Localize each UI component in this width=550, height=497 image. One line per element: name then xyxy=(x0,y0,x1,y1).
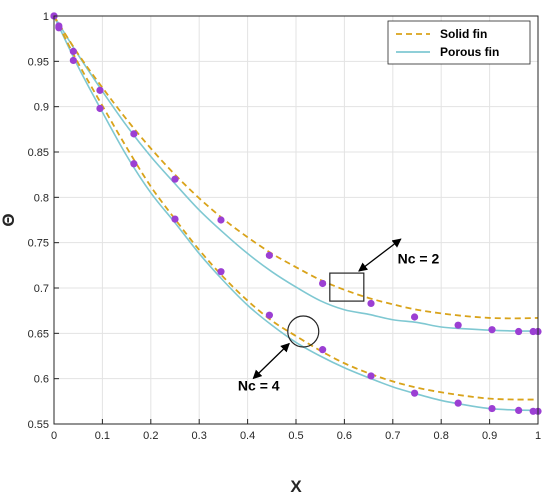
y-tick-label: 0.7 xyxy=(34,283,49,295)
series-line-solid-fin-nc4 xyxy=(53,15,539,401)
annotation-arrow-nc4 xyxy=(252,342,290,380)
x-tick-label: 0.3 xyxy=(192,430,207,442)
y-tick-label: 1 xyxy=(43,11,49,23)
data-point xyxy=(217,216,225,224)
y-tick-label: 0.65 xyxy=(28,328,49,340)
x-axis-label: X xyxy=(290,477,302,496)
data-point xyxy=(367,299,375,308)
x-tick-label: 0.6 xyxy=(337,430,352,442)
annotation-label-nc2: Nc = 2 xyxy=(398,251,440,267)
x-tick-label: 0.2 xyxy=(143,430,158,442)
data-point xyxy=(171,175,179,183)
legend-box xyxy=(387,20,531,65)
annotations: Nc = 2 Nc = 4 xyxy=(238,238,440,393)
data-point xyxy=(69,56,77,65)
x-tick-label: 0 xyxy=(51,430,57,442)
data-point xyxy=(515,327,523,336)
tick-marks xyxy=(53,15,539,425)
annotation-label-nc4: Nc = 4 xyxy=(238,377,280,393)
data-point xyxy=(367,372,375,380)
x-tick-labels: 0 0.1 0.2 0.3 0.4 0.5 0.6 0.7 0.8 0.9 1 xyxy=(51,430,541,442)
y-axis-label: Θ xyxy=(0,213,18,226)
legend-entry-porous-fin: Porous fin xyxy=(440,45,499,59)
data-point xyxy=(454,321,462,329)
data-point xyxy=(410,313,419,321)
annotation-shapes xyxy=(287,272,365,348)
data-point xyxy=(410,389,419,397)
data-point xyxy=(265,311,273,319)
annotation-arrow-nc2 xyxy=(358,238,402,272)
x-tick-label: 0.4 xyxy=(240,430,255,442)
data-point xyxy=(130,160,138,168)
y-tick-label: 0.85 xyxy=(28,147,49,159)
data-point xyxy=(96,104,104,113)
x-tick-label: 0.9 xyxy=(482,430,497,442)
x-tick-label: 1 xyxy=(535,430,541,442)
y-tick-label: 0.6 xyxy=(34,374,49,386)
y-tick-label: 0.8 xyxy=(34,192,49,204)
grid-lines xyxy=(53,15,539,425)
data-point xyxy=(319,279,327,288)
annotation-circle xyxy=(287,315,320,348)
series-line-solid-fin-nc2 xyxy=(53,15,539,320)
legend: Solid fin Porous fin xyxy=(387,20,531,65)
data-point xyxy=(69,47,77,55)
data-point xyxy=(488,326,496,334)
y-tick-label: 0.9 xyxy=(34,102,49,114)
data-point xyxy=(319,346,327,354)
y-tick-label: 0.95 xyxy=(28,56,49,68)
y-tick-label: 0.55 xyxy=(28,419,49,431)
data-point xyxy=(55,22,63,30)
data-point xyxy=(217,268,225,276)
data-point xyxy=(171,215,179,223)
data-point xyxy=(488,404,496,413)
x-tick-label: 0.5 xyxy=(288,430,303,442)
y-tick-labels: 0.55 0.6 0.65 0.7 0.75 0.8 0.85 0.9 0.95 1 xyxy=(28,11,49,431)
legend-entry-solid-fin: Solid fin xyxy=(440,27,487,41)
data-point xyxy=(454,399,462,407)
data-point xyxy=(130,130,138,138)
data-point xyxy=(96,86,104,94)
data-point xyxy=(265,251,273,259)
x-tick-label: 0.8 xyxy=(434,430,449,442)
x-tick-label: 0.7 xyxy=(385,430,400,442)
annotation-rectangle xyxy=(329,272,365,302)
data-point xyxy=(515,406,523,414)
y-tick-label: 0.75 xyxy=(28,238,49,250)
x-tick-label: 0.1 xyxy=(95,430,110,442)
